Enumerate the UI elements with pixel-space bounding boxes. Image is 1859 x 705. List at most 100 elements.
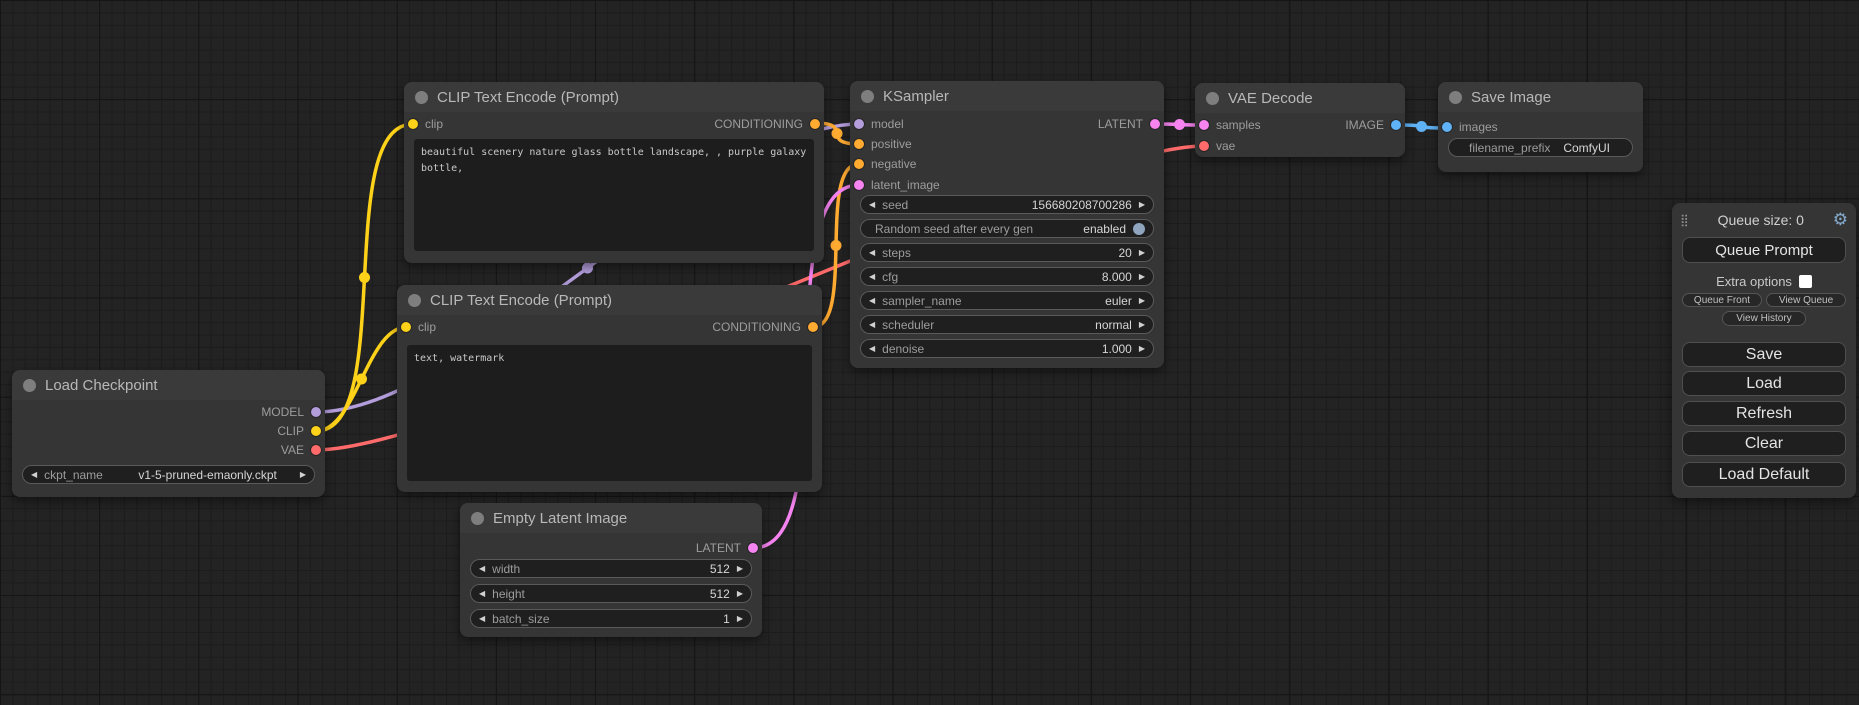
clear-button[interactable]: Clear: [1682, 431, 1846, 456]
node-title-bar[interactable]: Load Checkpoint: [12, 370, 325, 400]
node-load-checkpoint[interactable]: Load Checkpoint MODEL CLIP VAE ◀ ckpt_na…: [12, 370, 325, 497]
decrement-arrow-icon[interactable]: ◀: [869, 199, 876, 209]
latent-port-icon[interactable]: [1150, 119, 1160, 129]
input-model[interactable]: model: [854, 117, 904, 131]
output-latent[interactable]: LATENT: [696, 541, 758, 555]
widget-filename-prefix[interactable]: filename_prefix ComfyUI: [1448, 138, 1633, 157]
link-midpoint-dot-conditioning-to-positive[interactable]: [831, 128, 843, 139]
decrement-arrow-icon[interactable]: ◀: [31, 469, 38, 479]
node-title-bar[interactable]: CLIP Text Encode (Prompt): [404, 82, 824, 112]
increment-arrow-icon[interactable]: ▶: [1138, 343, 1145, 353]
input-positive[interactable]: positive: [854, 137, 912, 151]
node-title-bar[interactable]: Save Image: [1438, 82, 1643, 112]
output-vae[interactable]: VAE: [281, 443, 321, 457]
increment-arrow-icon[interactable]: ▶: [736, 563, 743, 573]
widget-seed[interactable]: ◀ seed 156680208700286 ▶: [860, 195, 1154, 214]
widget-height[interactable]: ◀ height 512 ▶: [470, 584, 752, 603]
extra-options-checkbox[interactable]: [1798, 274, 1812, 288]
link-midpoint-dot-ksampler-to-samples[interactable]: [1174, 119, 1185, 130]
widget-steps[interactable]: ◀ steps 20 ▶: [860, 243, 1154, 262]
queue-front-button[interactable]: Queue Front: [1682, 293, 1762, 307]
load-default-button[interactable]: Load Default: [1682, 462, 1846, 487]
output-conditioning[interactable]: CONDITIONING: [712, 320, 818, 334]
vae-port-icon[interactable]: [1199, 141, 1209, 151]
vae-port-icon[interactable]: [311, 445, 321, 455]
decrement-arrow-icon[interactable]: ◀: [479, 563, 486, 573]
prompt-textarea[interactable]: text, watermark: [407, 345, 812, 481]
increment-arrow-icon[interactable]: ▶: [299, 469, 306, 479]
node-save-image[interactable]: Save Image images filename_prefix ComfyU…: [1438, 82, 1643, 172]
latent-port-icon[interactable]: [1199, 120, 1209, 130]
increment-arrow-icon[interactable]: ▶: [1138, 247, 1145, 257]
toggle-icon[interactable]: [1133, 222, 1145, 235]
widget-denoise[interactable]: ◀ denoise 1.000 ▶: [860, 339, 1154, 358]
widget-width[interactable]: ◀ width 512 ▶: [470, 559, 752, 578]
decrement-arrow-icon[interactable]: ◀: [869, 343, 876, 353]
clip-port-icon[interactable]: [401, 322, 411, 332]
node-clip-text-encode-positive[interactable]: CLIP Text Encode (Prompt) clip CONDITION…: [404, 82, 824, 263]
model-port-icon[interactable]: [311, 407, 321, 417]
node-title-bar[interactable]: VAE Decode: [1195, 83, 1405, 113]
model-port-icon[interactable]: [854, 119, 864, 129]
increment-arrow-icon[interactable]: ▶: [1138, 319, 1145, 329]
increment-arrow-icon[interactable]: ▶: [1138, 199, 1145, 209]
widget-ckpt-name[interactable]: ◀ ckpt_name v1-5-pruned-emaonly.ckpt ▶: [22, 465, 315, 484]
decrement-arrow-icon[interactable]: ◀: [869, 295, 876, 305]
input-images[interactable]: images: [1442, 120, 1498, 134]
node-ksampler[interactable]: KSampler model positive negative latent_…: [850, 81, 1164, 368]
clip-port-icon[interactable]: [311, 426, 321, 436]
latent-port-icon[interactable]: [748, 543, 758, 553]
output-latent[interactable]: LATENT: [1098, 117, 1160, 131]
refresh-button[interactable]: Refresh: [1682, 401, 1846, 426]
link-midpoint-dot-model-to-ksampler[interactable]: [582, 262, 593, 274]
input-clip[interactable]: clip: [401, 320, 436, 334]
conditioning-port-icon[interactable]: [854, 159, 864, 169]
widget-sampler-name[interactable]: ◀ sampler_name euler ▶: [860, 291, 1154, 310]
widget-cfg[interactable]: ◀ cfg 8.000 ▶: [860, 267, 1154, 286]
prompt-textarea[interactable]: beautiful scenery nature glass bottle la…: [414, 139, 814, 251]
settings-gear-icon[interactable]: ⚙: [1832, 209, 1848, 230]
link-midpoint-dot-clip-to-positive-prompt[interactable]: [359, 272, 370, 283]
image-port-icon[interactable]: [1442, 122, 1452, 132]
decrement-arrow-icon[interactable]: ◀: [869, 319, 876, 329]
widget-random-seed[interactable]: Random seed after every gen enabled: [860, 219, 1154, 238]
decrement-arrow-icon[interactable]: ◀: [479, 588, 486, 598]
link-midpoint-dot-clip-to-negative-prompt[interactable]: [356, 373, 367, 385]
input-negative[interactable]: negative: [854, 157, 916, 171]
output-image[interactable]: IMAGE: [1345, 118, 1401, 132]
load-button[interactable]: Load: [1682, 371, 1846, 396]
view-history-button[interactable]: View History: [1722, 311, 1806, 326]
widget-batch-size[interactable]: ◀ batch_size 1 ▶: [470, 609, 752, 628]
queue-prompt-button[interactable]: Queue Prompt: [1682, 237, 1846, 263]
widget-scheduler[interactable]: ◀ scheduler normal ▶: [860, 315, 1154, 334]
view-queue-button[interactable]: View Queue: [1766, 293, 1846, 307]
conditioning-port-icon[interactable]: [810, 119, 820, 129]
increment-arrow-icon[interactable]: ▶: [736, 613, 743, 623]
input-clip[interactable]: clip: [408, 117, 443, 131]
input-vae[interactable]: vae: [1199, 139, 1235, 153]
input-latent-image[interactable]: latent_image: [854, 178, 940, 192]
conditioning-port-icon[interactable]: [854, 139, 864, 149]
increment-arrow-icon[interactable]: ▶: [736, 588, 743, 598]
output-conditioning[interactable]: CONDITIONING: [714, 117, 820, 131]
save-button[interactable]: Save: [1682, 342, 1846, 367]
clip-port-icon[interactable]: [408, 119, 418, 129]
decrement-arrow-icon[interactable]: ◀: [869, 271, 876, 281]
output-clip[interactable]: CLIP: [277, 424, 321, 438]
link-midpoint-dot-conditioning-to-negative[interactable]: [830, 240, 842, 251]
node-clip-text-encode-negative[interactable]: CLIP Text Encode (Prompt) clip CONDITION…: [397, 285, 822, 492]
node-empty-latent-image[interactable]: Empty Latent Image LATENT ◀ width 512 ▶ …: [460, 503, 762, 637]
output-model[interactable]: MODEL: [261, 405, 321, 419]
increment-arrow-icon[interactable]: ▶: [1138, 271, 1145, 281]
node-vae-decode[interactable]: VAE Decode samples vae IMAGE: [1195, 83, 1405, 157]
decrement-arrow-icon[interactable]: ◀: [869, 247, 876, 257]
image-port-icon[interactable]: [1391, 120, 1401, 130]
node-title-bar[interactable]: Empty Latent Image: [460, 503, 762, 533]
increment-arrow-icon[interactable]: ▶: [1138, 295, 1145, 305]
drag-handle-icon[interactable]: ⣿: [1680, 213, 1689, 227]
input-samples[interactable]: samples: [1199, 118, 1261, 132]
node-title-bar[interactable]: CLIP Text Encode (Prompt): [397, 285, 822, 315]
decrement-arrow-icon[interactable]: ◀: [479, 613, 486, 623]
node-title-bar[interactable]: KSampler: [850, 81, 1164, 111]
